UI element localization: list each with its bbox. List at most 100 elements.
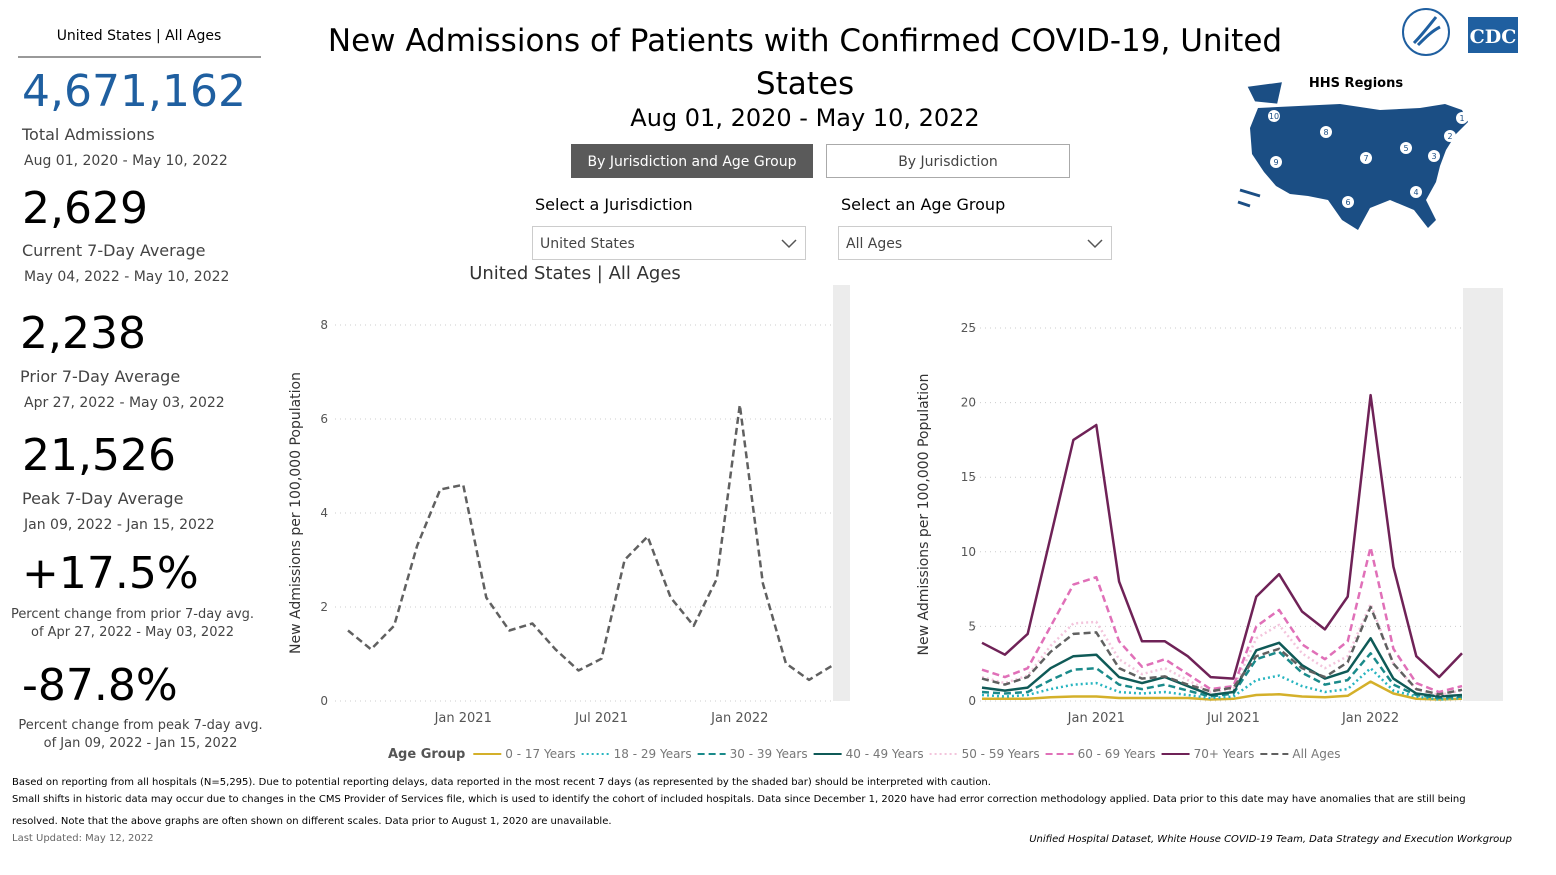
x-tick-label: Jan 2022	[710, 711, 768, 726]
cdc-logo	[1468, 17, 1518, 53]
stat-label: Current 7-Day Average	[22, 241, 206, 260]
y-tick-label: 5	[968, 619, 976, 633]
data-line	[981, 666, 1463, 701]
y-tick-label: 10	[961, 545, 976, 559]
stat-period: Apr 27, 2022 - May 03, 2022	[24, 395, 225, 411]
data-line	[981, 605, 1463, 696]
y-tick-label: 0	[968, 694, 976, 708]
us-map	[1237, 82, 1282, 208]
region-markers: 12 3 4 5 6 7 8 9 10	[1268, 110, 1468, 208]
stat-value: -87.8%	[22, 660, 178, 711]
hhs-logo	[1412, 16, 1441, 47]
last-updated: Last Updated: May 12, 2022	[12, 833, 154, 844]
select-label: Select an Age Group	[841, 195, 1006, 214]
stat-label: Percent change from prior 7-day avg. of …	[10, 607, 255, 640]
region-marker	[1428, 150, 1440, 162]
stat-value: 4,671,162	[22, 66, 246, 117]
data-line	[981, 650, 1463, 700]
hhs-logo	[1402, 8, 1450, 56]
legend-label: 50 - 59 Years	[962, 747, 1040, 761]
stat-value: 2,629	[22, 183, 148, 234]
y-tick-label: 6	[320, 412, 328, 426]
dropdown-value: All Ages	[846, 236, 903, 252]
cdc-logo-text: CDC	[1470, 26, 1517, 48]
y-tick-label: 0	[320, 694, 328, 708]
chart-title: United States | All Ages	[469, 263, 681, 284]
x-tick-label: Jan 2021	[434, 711, 492, 726]
region-marker	[1342, 196, 1354, 208]
y-axis-label: New Admissions per 100,000 Population	[916, 374, 932, 656]
y-tick-label: 2	[320, 600, 328, 614]
chevron	[781, 239, 797, 249]
date-range: Aug 01, 2020 - May 10, 2022	[630, 104, 980, 132]
region-marker	[1400, 142, 1412, 154]
x-tick-label: Jul 2021	[574, 711, 628, 726]
legend-label: 40 - 49 Years	[846, 747, 924, 761]
tab[interactable]: By Jurisdiction	[826, 144, 1070, 178]
y-tick-label: 8	[320, 318, 328, 332]
legend-title: Age Group	[388, 747, 465, 762]
source: Unified Hospital Dataset, White House CO…	[1029, 834, 1512, 845]
region-label: 2	[1447, 132, 1452, 141]
x-tick-label: Jan 2022	[1341, 711, 1399, 726]
data-line	[981, 637, 1463, 698]
region-label: 8	[1323, 128, 1328, 137]
region-marker	[1456, 112, 1468, 124]
recent-shade	[833, 285, 850, 701]
page-title: New Admissions of Patients with Confirme…	[327, 23, 1283, 102]
footnote: Based on reporting from all hospitals (N…	[12, 777, 991, 788]
legend-label: 60 - 69 Years	[1078, 747, 1156, 761]
legend-label: 0 - 17 Years	[505, 747, 575, 761]
chevron	[1087, 239, 1103, 249]
region-marker	[1320, 126, 1332, 138]
region-marker	[1268, 110, 1280, 122]
region-label: 3	[1431, 152, 1436, 161]
stat-label: Peak 7-Day Average	[22, 489, 184, 508]
x-tick-label: Jul 2021	[1206, 711, 1260, 726]
region-marker	[1270, 156, 1282, 168]
y-tick-label: 25	[961, 321, 976, 335]
stat-value: 21,526	[22, 430, 176, 481]
y-tick-label: 15	[961, 470, 976, 484]
y-axis-label: New Admissions per 100,000 Population	[288, 372, 304, 654]
legend-label: 30 - 39 Years	[730, 747, 808, 761]
data-line	[982, 680, 1463, 701]
recent-shade	[1463, 288, 1503, 701]
stat-value: 2,238	[20, 308, 146, 359]
legend-label: 70+ Years	[1194, 747, 1255, 761]
hhs-map: HHS Regions 12 3 4 5 6 7 8 9 10	[1237, 76, 1468, 230]
dropdown[interactable]: United States	[532, 226, 806, 260]
data-line	[347, 403, 833, 682]
region-label: 5	[1403, 144, 1408, 153]
region-label: 9	[1273, 158, 1278, 167]
stat-period: May 04, 2022 - May 10, 2022	[24, 269, 230, 285]
x-tick-label: Jan 2021	[1067, 711, 1125, 726]
stat-period: Aug 01, 2020 - May 10, 2022	[24, 153, 228, 169]
legend-label: 18 - 29 Years	[614, 747, 692, 761]
sidebar-heading: United States | All Ages	[56, 28, 222, 44]
map-title: HHS Regions	[1309, 76, 1403, 91]
y-tick-label: 20	[961, 396, 976, 410]
data-line	[981, 393, 1463, 680]
footnote: Small shifts in historic data may occur …	[12, 794, 1466, 805]
region-label: 4	[1413, 188, 1418, 197]
stat-label: Percent change from peak 7-day avg. of J…	[18, 718, 263, 751]
logos: CDC	[1402, 8, 1518, 56]
dropdown[interactable]: All Ages	[838, 226, 1112, 260]
tab[interactable]: By Jurisdiction and Age Group	[571, 144, 813, 178]
footnote: resolved. Note that the above graphs are…	[12, 816, 612, 827]
region-marker	[1444, 130, 1456, 142]
divider	[18, 56, 261, 58]
us-map	[1250, 104, 1468, 230]
stat-value: +17.5%	[22, 548, 199, 599]
region-label: 6	[1345, 198, 1350, 207]
select-label: Select a Jurisdiction	[535, 195, 693, 214]
region-marker	[1360, 152, 1372, 164]
region-label: 1	[1459, 114, 1464, 123]
dropdown-value: United States	[540, 236, 635, 252]
stat-label: Prior 7-Day Average	[20, 367, 181, 386]
stat-period: Jan 09, 2022 - Jan 15, 2022	[24, 517, 215, 533]
data-line	[981, 546, 1463, 694]
